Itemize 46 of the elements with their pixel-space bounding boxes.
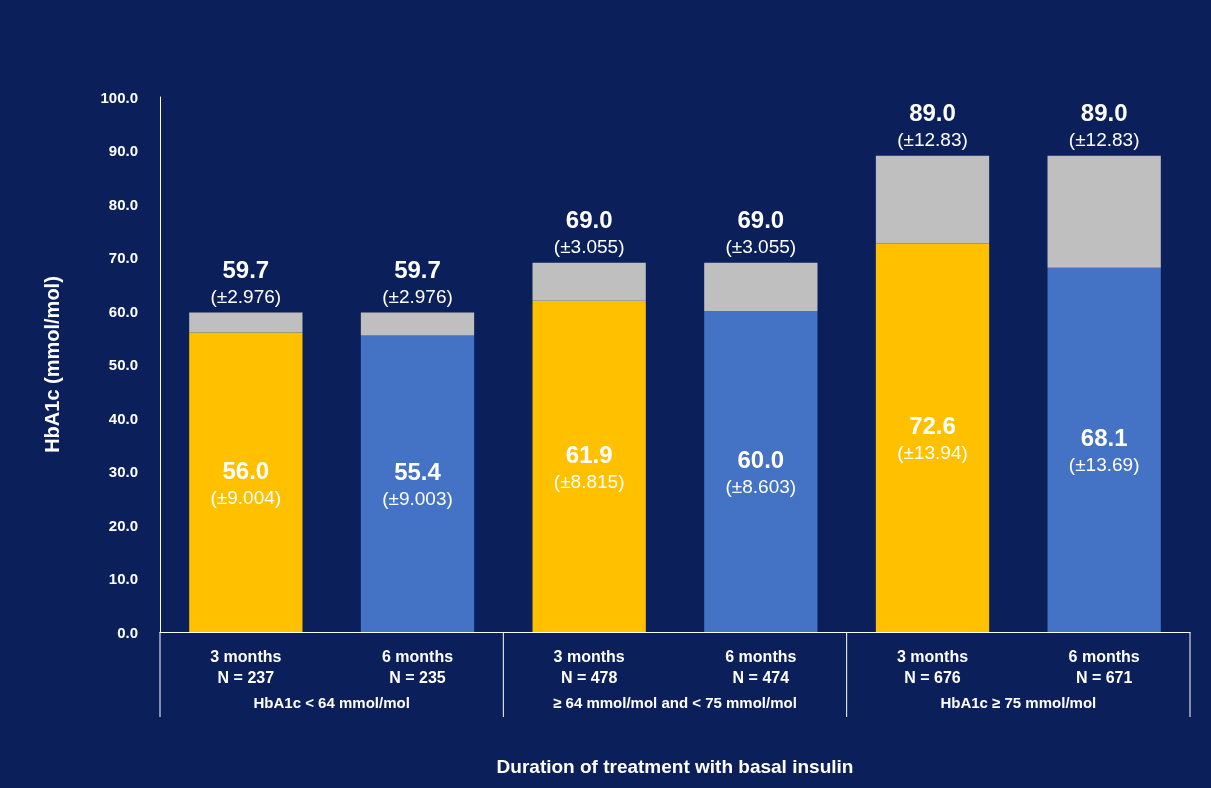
bar [532,300,646,632]
data-label: 60.0 (±8.603) [725,446,797,497]
y-tick-label: 60.0 [108,302,138,320]
x-tick-label: 3 months N = 237 [210,648,282,686]
bar [189,332,303,632]
data-label: 56.0 (±9.004) [210,456,282,508]
total-label: 89.0 (±12.83) [897,99,968,151]
x-tick-label: 3 months N = 676 [896,648,969,686]
text: ≥ 64 mmol/mol and < 75 mmol/mol [553,693,797,711]
y-tick-label: 30.0 [108,463,138,480]
data-label: 55.4 (±9.003) [382,458,453,510]
y-tick-label: 40.0 [108,409,138,427]
bar [1047,155,1161,268]
text: HbA1c < 64 mmol/mol [253,693,410,711]
bar [704,311,818,632]
y-tick-label: 10.0 [108,570,138,587]
text: HbA1c ≥ 75 mmol/mol [940,693,1097,711]
total-label: 89.0 (±12.83) [1068,99,1140,151]
data-label: 61.9 (±8.815) [553,440,625,492]
y-tick-label: 90.0 [108,142,138,159]
y-tick-label: 70.0 [108,249,138,266]
total-label: 69.0 (±3.055) [725,206,797,258]
bar [875,243,990,632]
bar [360,312,475,336]
total-label: 59.7 (±2.976) [210,256,282,308]
x-tick-label: 6 months N = 671 [1068,648,1140,686]
y-tick-label: 50.0 [108,356,138,373]
total-label: 69.0 (±3.055) [553,206,625,258]
x-axis-title: Duration of treatment with basal insulin [496,756,854,777]
bar [189,312,303,333]
y-tick-label: 80.0 [108,195,138,213]
y-axis-title: HbA1c (mmol/mol) [41,276,63,453]
data-label: 68.1 (±13.69) [1068,424,1140,476]
x-tick-label: 3 months N = 478 [553,648,625,686]
y-tick-label: 0.0 [117,623,138,641]
bar [360,335,475,632]
data-label: 72.6 (±13.94) [897,412,968,464]
x-tick-label: 6 months N = 235 [381,648,454,686]
bar [532,262,646,301]
total-label: 59.7 (±2.976) [382,256,453,308]
bar [704,262,818,311]
bar [875,155,990,244]
bar [1047,267,1161,632]
y-tick-label: 100.0 [100,88,138,106]
x-tick-label: 6 months N = 474 [725,648,797,686]
y-tick-label: 20.0 [108,516,138,534]
